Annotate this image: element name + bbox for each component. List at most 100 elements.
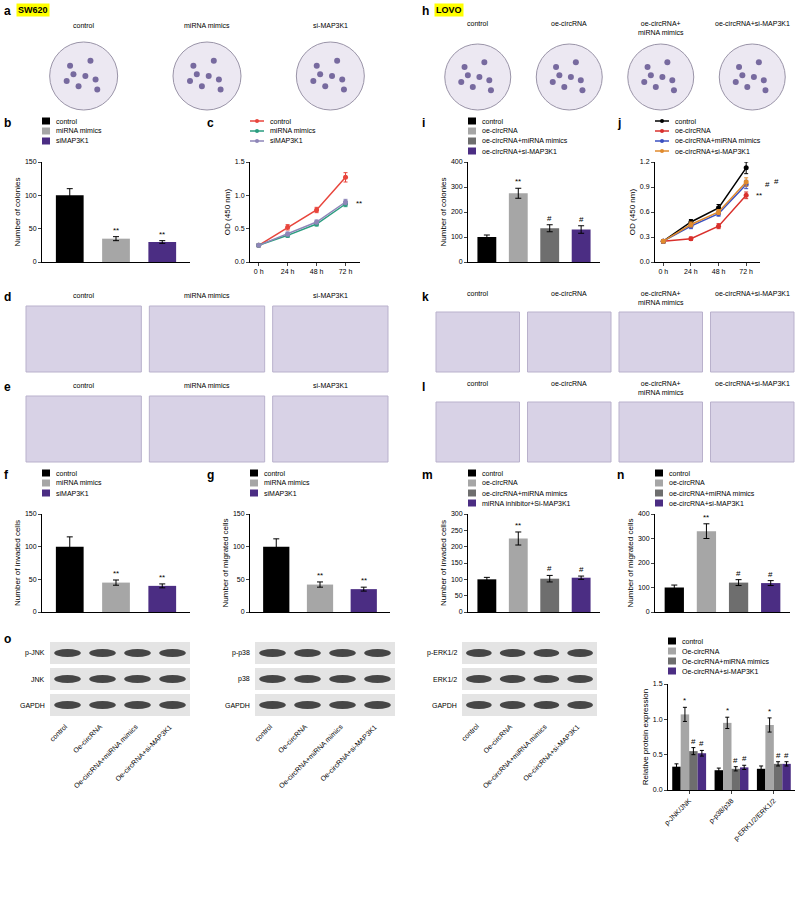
svg-text:oe-circRNA+si-MAP3K1: oe-circRNA+si-MAP3K1 [482,148,557,155]
svg-text:#: # [579,565,584,574]
svg-text:**: ** [159,230,165,239]
svg-text:OD (450 nm): OD (450 nm) [628,189,637,236]
svg-text:miRNA inhibitor+Si-MAP3K1: miRNA inhibitor+Si-MAP3K1 [482,500,571,507]
svg-text:100: 100 [638,584,650,591]
svg-text:#: # [736,569,741,578]
svg-text:**: ** [515,521,521,530]
svg-text:p-JNK: p-JNK [25,649,45,657]
svg-text:#: # [579,215,584,224]
svg-text:si-MAP3K1: si-MAP3K1 [313,22,348,29]
svg-text:300: 300 [451,183,463,190]
svg-text:h: h [422,4,429,18]
svg-text:oe-circRNA: oe-circRNA [675,127,711,134]
svg-text:50: 50 [237,576,245,583]
svg-text:Oe-circRNA: Oe-circRNA [277,723,309,755]
svg-text:200: 200 [451,543,463,550]
svg-text:#: # [547,564,552,573]
svg-text:1.0: 1.0 [235,192,245,199]
svg-text:0 h: 0 h [254,268,264,275]
svg-text:GAPDH: GAPDH [225,702,250,709]
svg-text:miRNA mimics: miRNA mimics [184,22,230,29]
svg-text:100: 100 [451,233,463,240]
svg-text:GAPDH: GAPDH [20,702,45,709]
svg-text:SW620: SW620 [18,5,48,15]
svg-text:**: ** [159,573,165,582]
svg-text:150: 150 [25,158,37,165]
svg-text:m: m [422,468,433,482]
svg-text:#: # [742,754,747,763]
svg-text:d: d [4,290,11,304]
svg-text:150: 150 [233,510,245,517]
svg-text:control: control [460,722,480,742]
svg-text:control: control [482,470,503,477]
svg-text:oe-circRNA+miRNA mimics: oe-circRNA+miRNA mimics [482,490,568,497]
svg-text:#: # [691,737,696,746]
svg-text:oe-circRNA+miRNA mimics: oe-circRNA+miRNA mimics [482,137,568,144]
svg-text:p-p38/p38: p-p38/p38 [707,797,735,825]
svg-text:miRNA mimics: miRNA mimics [184,292,230,299]
svg-text:*: * [683,696,686,705]
svg-text:si-MAP3K1: si-MAP3K1 [313,292,348,299]
svg-text:Oe-circRNA: Oe-circRNA [72,723,104,755]
svg-text:control: control [56,470,77,477]
svg-text:oe-circRNA+si-MAP3K1: oe-circRNA+si-MAP3K1 [669,500,744,507]
svg-text:0.0: 0.0 [235,258,245,265]
svg-text:miRNA mimics: miRNA mimics [270,127,316,134]
svg-text:400: 400 [638,510,650,517]
svg-text:JNK: JNK [31,676,45,683]
svg-text:**: ** [317,571,323,580]
svg-text:miRNA mimics: miRNA mimics [264,479,310,486]
svg-text:*: * [768,707,771,716]
svg-text:oe-circRNA+miRNA mimics: oe-circRNA+miRNA mimics [638,290,684,306]
svg-text:Number of colonies: Number of colonies [439,178,448,247]
svg-text:#: # [699,739,704,748]
svg-text:Number of colonies: Number of colonies [13,178,22,247]
svg-text:siMAP3K1: siMAP3K1 [264,490,297,497]
svg-text:LOVO: LOVO [436,5,462,15]
svg-text:o: o [4,632,11,646]
svg-text:oe-circRNA: oe-circRNA [669,479,705,486]
svg-text:#: # [784,751,789,760]
svg-text:f: f [4,468,9,482]
svg-text:100: 100 [451,576,463,583]
svg-text:p-ERK1/2: p-ERK1/2 [427,649,457,657]
svg-text:200: 200 [451,208,463,215]
svg-text:150: 150 [25,510,37,517]
svg-text:Oe-circRNA+si-MAP3K1: Oe-circRNA+si-MAP3K1 [522,723,581,782]
svg-text:0: 0 [33,258,37,265]
svg-text:0.9: 0.9 [640,183,650,190]
svg-text:miRNA mimics: miRNA mimics [184,382,230,389]
svg-text:#: # [733,756,738,765]
svg-text:control: control [73,292,94,299]
svg-text:oe-circRNA+miRNA mimics: oe-circRNA+miRNA mimics [669,490,755,497]
svg-text:0.5: 0.5 [235,225,245,232]
svg-text:control: control [73,22,94,29]
svg-text:**: ** [113,569,119,578]
svg-text:48 h: 48 h [310,268,324,275]
svg-text:**: ** [361,576,367,585]
svg-text:#: # [774,177,779,186]
svg-text:i: i [422,116,425,130]
svg-text:**: ** [756,191,762,200]
svg-text:**: ** [703,513,709,522]
svg-text:Oe-circRNA+si-MAP3K1: Oe-circRNA+si-MAP3K1 [682,668,759,675]
svg-text:1.5: 1.5 [235,158,245,165]
svg-text:siMAP3K1: siMAP3K1 [56,490,89,497]
svg-text:Oe-circRNA+si-MAP3K1: Oe-circRNA+si-MAP3K1 [319,723,378,782]
svg-text:control: control [270,118,291,125]
svg-text:0 h: 0 h [658,268,668,275]
svg-text:p-p38: p-p38 [232,649,250,657]
svg-text:0.0: 0.0 [640,258,650,265]
svg-text:**: ** [515,177,521,186]
svg-text:siMAP3K1: siMAP3K1 [56,137,89,144]
svg-text:p-ERK1/2/ERK1/2: p-ERK1/2/ERK1/2 [732,797,778,843]
svg-text:oe-circRNA: oe-circRNA [551,380,587,387]
svg-text:oe-circRNA: oe-circRNA [482,479,518,486]
svg-text:24 h: 24 h [684,268,698,275]
svg-text:miRNA mimics: miRNA mimics [56,479,102,486]
svg-text:100: 100 [25,543,37,550]
svg-text:Number of invaded cells: Number of invaded cells [439,520,448,606]
svg-text:200: 200 [638,559,650,566]
svg-text:300: 300 [638,535,650,542]
svg-text:0: 0 [646,608,650,615]
